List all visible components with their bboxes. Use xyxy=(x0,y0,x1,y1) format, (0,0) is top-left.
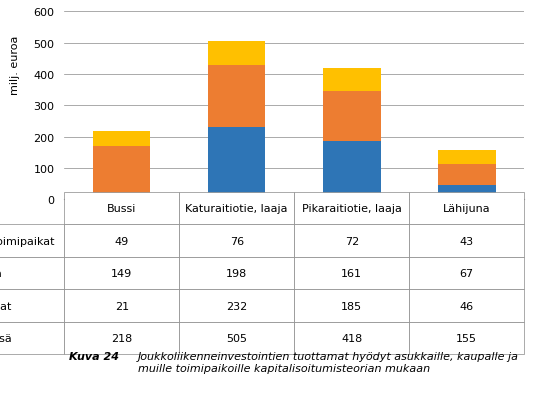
Bar xyxy=(438,164,495,185)
Text: Joukkoliikenneinvestointien tuottamat hyödyt asukkaille, kaupalle ja
muille toim: Joukkoliikenneinvestointien tuottamat hy… xyxy=(138,351,519,373)
Bar xyxy=(208,42,265,66)
Bar xyxy=(323,142,380,200)
Bar xyxy=(438,185,495,200)
Bar xyxy=(438,151,495,164)
Bar xyxy=(323,69,380,92)
Text: Kuva 24: Kuva 24 xyxy=(69,351,119,361)
Bar xyxy=(323,92,380,142)
Bar xyxy=(93,131,150,147)
Bar xyxy=(208,66,265,127)
Y-axis label: milj. euroa: milj. euroa xyxy=(11,35,20,95)
Bar xyxy=(93,147,150,193)
Bar xyxy=(93,193,150,200)
Bar xyxy=(208,127,265,200)
